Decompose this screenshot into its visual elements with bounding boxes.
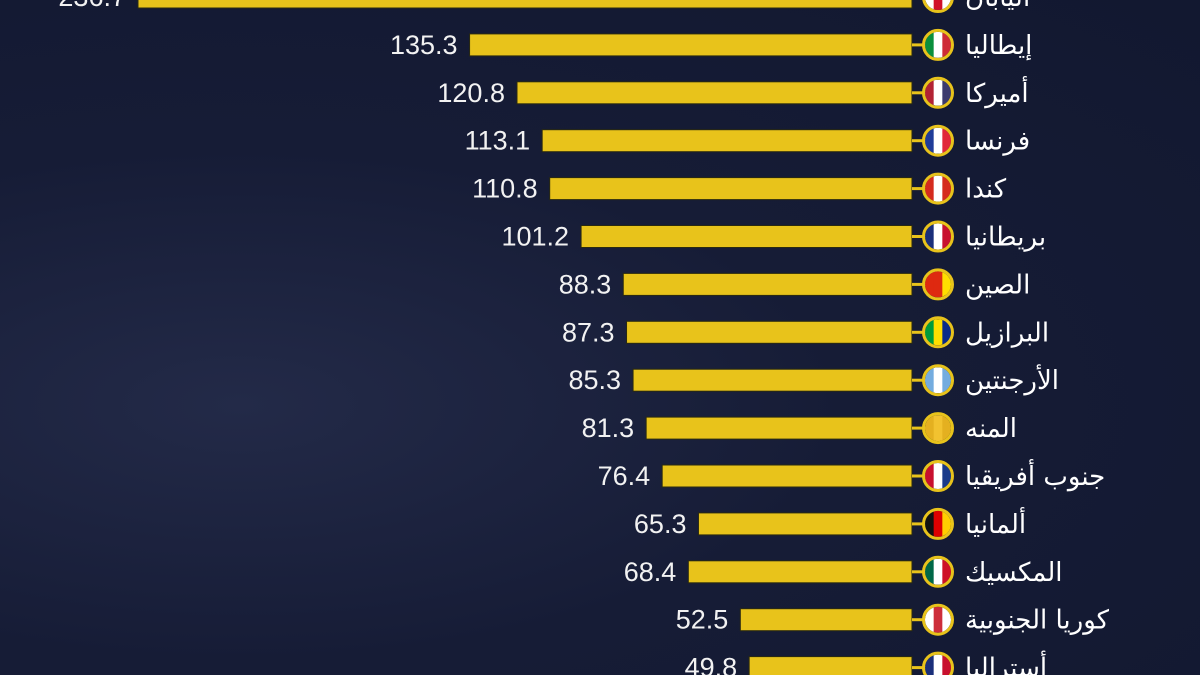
flag-ring bbox=[922, 364, 954, 397]
value-label: 88.3 bbox=[559, 269, 612, 299]
value-label: 81.3 bbox=[582, 413, 635, 443]
bar bbox=[687, 560, 913, 584]
australia-flag-icon bbox=[925, 654, 951, 675]
flag-ring bbox=[922, 172, 954, 205]
bar bbox=[516, 81, 913, 105]
argentina-flag-icon bbox=[925, 367, 951, 394]
category-label: كندا bbox=[965, 175, 1007, 205]
germany-flag-icon bbox=[925, 510, 951, 537]
value-label: 76.4 bbox=[598, 461, 651, 491]
category-label: فرنسا bbox=[965, 127, 1030, 157]
category-label: البرازيل bbox=[965, 318, 1049, 348]
bar-row: 81.3 المنه bbox=[582, 412, 1017, 445]
bar bbox=[739, 608, 913, 632]
bar-row: 236.7 اليابان bbox=[58, 0, 1030, 13]
bar-row: 101.2 بريطانيا bbox=[501, 220, 1046, 253]
bar-row: 49.8 أستراليا bbox=[685, 650, 1047, 675]
bar-row: 113.1 فرنسا bbox=[465, 124, 1030, 157]
value-label: 120.8 bbox=[437, 78, 505, 108]
category-label: المنه bbox=[965, 414, 1017, 444]
value-label: 110.8 bbox=[472, 174, 538, 204]
flag-ring bbox=[922, 28, 954, 61]
flag-ring bbox=[922, 651, 954, 675]
canada-flag-icon bbox=[925, 175, 951, 202]
south-korea-flag-icon bbox=[925, 606, 951, 633]
flag-ring bbox=[922, 220, 954, 253]
value-label: 87.3 bbox=[562, 317, 615, 347]
value-label: 113.1 bbox=[465, 126, 531, 156]
bar-row: 68.4 المكسيك bbox=[624, 555, 1063, 588]
usa-flag-icon bbox=[925, 79, 951, 106]
bar-row: 65.3 ألمانيا bbox=[634, 506, 1026, 540]
bar-row: 135.3 إيطاليا bbox=[390, 28, 1032, 61]
bar bbox=[137, 0, 913, 9]
category-label: إيطاليا bbox=[965, 31, 1032, 61]
bar bbox=[580, 225, 913, 248]
flag-ring bbox=[922, 124, 954, 157]
value-label: 49.8 bbox=[685, 653, 738, 675]
value-label: 52.5 bbox=[676, 605, 729, 635]
bar bbox=[626, 320, 913, 344]
bar bbox=[661, 464, 913, 488]
bar bbox=[541, 129, 913, 153]
bar bbox=[748, 656, 913, 675]
flag-ring bbox=[922, 507, 954, 540]
mexico-flag-icon bbox=[925, 558, 951, 585]
flag-ring bbox=[922, 555, 954, 588]
china-flag-icon bbox=[925, 271, 951, 298]
bar-row: 76.4 جنوب أفريقيا bbox=[598, 458, 1105, 492]
category-label: بريطانيا bbox=[965, 223, 1046, 253]
bar bbox=[645, 416, 913, 440]
flag-ring bbox=[922, 412, 954, 445]
france-flag-icon bbox=[925, 127, 951, 154]
value-label: 101.2 bbox=[501, 222, 569, 252]
category-label: أميركا bbox=[965, 75, 1029, 109]
brazil-flag-icon bbox=[925, 319, 951, 346]
flag-ring bbox=[922, 268, 954, 301]
category-label: ألمانيا bbox=[965, 506, 1026, 540]
bar-row: 110.8 كندا bbox=[472, 172, 1007, 205]
category-label: اليابان bbox=[965, 0, 1030, 13]
bar-row: 88.3 الصين bbox=[559, 268, 1030, 301]
flag-ring bbox=[922, 460, 954, 492]
bar bbox=[632, 368, 913, 392]
spain-flag-icon bbox=[925, 415, 951, 442]
italy-flag-icon bbox=[925, 31, 951, 58]
bar bbox=[622, 272, 913, 296]
flag-ring bbox=[922, 76, 954, 109]
uk-flag-icon bbox=[925, 223, 951, 250]
category-label: كوريا الجنوبية bbox=[965, 606, 1110, 636]
bar bbox=[469, 33, 913, 57]
bar-row: 87.3 البرازيل bbox=[562, 316, 1049, 349]
category-label: الصين bbox=[965, 270, 1030, 300]
category-label: أستراليا bbox=[965, 650, 1047, 675]
bar-row: 52.5 كوريا الجنوبية bbox=[676, 603, 1110, 636]
value-label: 68.4 bbox=[624, 557, 677, 587]
flag-ring bbox=[922, 0, 954, 13]
japan-flag-icon bbox=[925, 0, 951, 10]
value-label: 135.3 bbox=[390, 30, 458, 60]
category-label: جنوب أفريقيا bbox=[965, 458, 1105, 492]
value-label: 65.3 bbox=[634, 509, 687, 539]
bar-row: 120.8 أميركا bbox=[437, 75, 1029, 109]
value-label: 236.7 bbox=[58, 0, 126, 12]
flag-ring bbox=[922, 603, 954, 636]
bar bbox=[549, 177, 913, 201]
category-label: المكسيك bbox=[965, 558, 1063, 588]
south-africa-flag-icon bbox=[925, 463, 951, 489]
category-label: الأرجنتين bbox=[965, 363, 1059, 396]
bar-row: 85.3 الأرجنتين bbox=[569, 363, 1059, 397]
value-label: 85.3 bbox=[569, 365, 622, 395]
bar bbox=[697, 512, 913, 536]
flag-ring bbox=[922, 316, 954, 349]
